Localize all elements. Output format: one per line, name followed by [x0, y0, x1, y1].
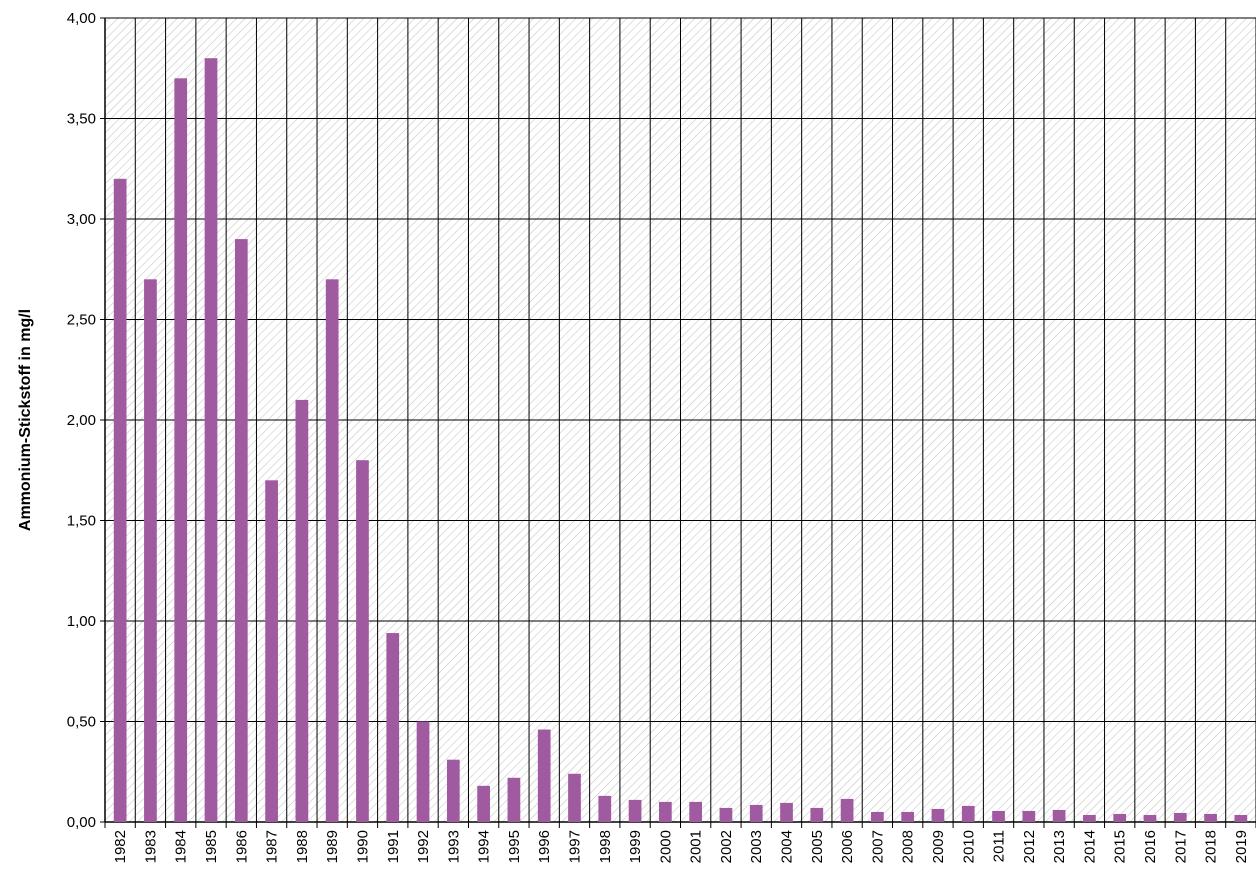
bar-1992 [416, 721, 430, 822]
y-tick-label: 0,50 [67, 714, 96, 731]
x-tick-label: 1996 [536, 830, 553, 863]
bar-2004 [780, 802, 793, 822]
bar-1984 [174, 78, 188, 823]
bar-1999 [628, 799, 642, 822]
bar-2009 [931, 808, 945, 822]
x-tick-label: 1983 [142, 830, 159, 863]
x-tick-label: 2016 [1142, 830, 1159, 863]
x-tick-label: 2014 [1081, 830, 1098, 863]
bar-1989 [325, 279, 339, 822]
x-tick-label: 2017 [1172, 830, 1189, 863]
y-axis: 0,00 0,50 1,00 1,50 2,00 2,50 3,00 3,50 4,00 [67, 10, 105, 831]
x-tick-label: 2006 [839, 830, 856, 863]
bar-2016 [1143, 814, 1157, 822]
x-tick-label: 2019 [1233, 830, 1250, 863]
x-tick-label: 2009 [930, 830, 947, 863]
bar-2000 [658, 801, 672, 822]
x-tick-label: 1984 [173, 830, 190, 863]
bar-2013 [1052, 809, 1066, 822]
bar-1998 [598, 795, 612, 822]
bar-1994 [477, 785, 490, 822]
y-tick-label: 2,00 [67, 412, 96, 429]
bar-1986 [234, 239, 248, 823]
x-tick-label: 2002 [718, 830, 735, 863]
y-axis-title: Ammonium-Stickstoff in mg/l [17, 309, 34, 531]
bar-2018 [1204, 813, 1217, 822]
x-tick-label: 2018 [1203, 830, 1220, 863]
x-tick-label: 1994 [476, 830, 493, 863]
x-tick-label: 1991 [385, 830, 402, 863]
x-tick-label: 2000 [657, 830, 674, 863]
x-tick-label: 2010 [960, 830, 977, 863]
bar-2015 [1113, 813, 1127, 822]
x-tick-label: 1988 [294, 830, 311, 863]
y-tick-label: 1,50 [67, 513, 96, 530]
bar-1988 [295, 399, 309, 822]
bar-1997 [568, 773, 581, 822]
y-tick-label: 0,00 [67, 814, 96, 831]
bar-2002 [719, 807, 733, 822]
bar-2019 [1234, 814, 1248, 822]
bar-2006 [840, 798, 854, 822]
bar-2007 [871, 811, 884, 822]
bar-2003 [749, 804, 763, 822]
bar-1983 [144, 279, 157, 822]
x-tick-label: 1982 [112, 830, 129, 863]
y-tick-label: 2,50 [67, 312, 96, 329]
bar-2011 [992, 810, 1005, 822]
bar-2012 [1022, 810, 1036, 822]
x-tick-label: 2008 [900, 830, 917, 863]
y-tick-label: 3,50 [67, 111, 96, 128]
x-axis: 1982 1983 1984 1985 1986 1987 1988 1989 1990 1991… [104, 822, 1256, 863]
bar-1993 [446, 759, 460, 822]
bar-2008 [901, 811, 915, 822]
x-tick-label: 1997 [566, 830, 583, 863]
bar-1982 [113, 178, 127, 823]
x-tick-label: 1989 [324, 830, 341, 863]
bars [113, 58, 1248, 823]
bar-2005 [810, 807, 824, 822]
y-tick-label: 4,00 [67, 10, 96, 27]
bar-1990 [356, 460, 369, 822]
bar-2001 [689, 801, 703, 822]
x-tick-label: 2012 [1021, 830, 1038, 863]
x-tick-label: 1985 [203, 830, 220, 863]
y-tick-label: 3,00 [67, 211, 96, 228]
x-tick-label: 1987 [264, 830, 281, 863]
x-tick-label: 2011 [991, 830, 1008, 862]
bar-1991 [386, 633, 400, 822]
x-tick-label: 1999 [627, 830, 644, 863]
y-tick-label: 1,00 [67, 613, 96, 630]
x-tick-label: 2013 [1051, 830, 1068, 863]
bar-2014 [1083, 814, 1096, 822]
x-tick-label: 1993 [445, 830, 462, 863]
bar-1996 [537, 729, 551, 822]
bar-1985 [204, 58, 218, 822]
bar-1987 [265, 480, 278, 822]
bar-2010 [961, 805, 975, 822]
x-tick-label: 1998 [597, 830, 614, 863]
x-tick-label: 1992 [415, 830, 432, 863]
x-tick-label: 2001 [688, 830, 705, 863]
x-tick-label: 1986 [233, 830, 250, 863]
x-tick-label: 2015 [1112, 830, 1129, 863]
x-tick-label: 2003 [748, 830, 765, 863]
x-tick-label: 1995 [506, 830, 523, 863]
x-tick-label: 2004 [779, 830, 796, 863]
bar-2017 [1173, 812, 1187, 822]
x-tick-label: 2007 [869, 830, 886, 863]
bar-1995 [507, 777, 521, 822]
x-tick-label: 2005 [809, 830, 826, 863]
x-tick-label: 1990 [354, 830, 371, 863]
